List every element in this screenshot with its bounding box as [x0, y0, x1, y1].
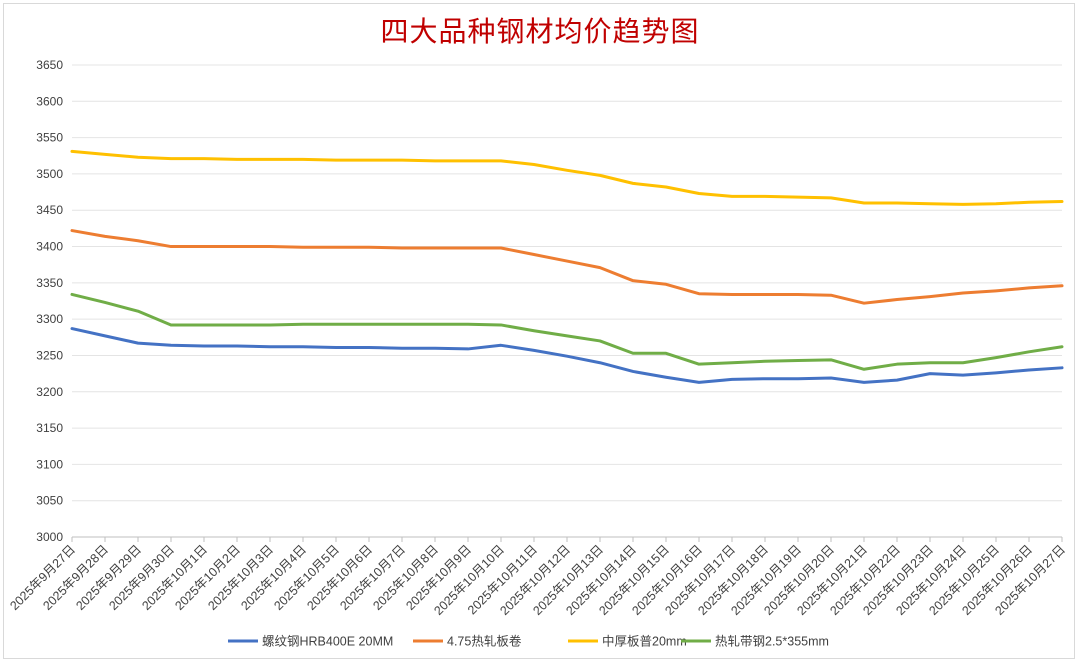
- y-tick-label: 3000: [36, 530, 63, 544]
- gridlines: [72, 64, 1062, 538]
- y-tick-label: 3600: [36, 94, 63, 108]
- legend-label: 螺纹钢HRB400E 20MM: [262, 635, 393, 649]
- legend-label: 中厚板普20mm: [602, 634, 687, 649]
- y-tick-label: 3150: [36, 421, 63, 435]
- y-tick-label: 3250: [36, 348, 63, 362]
- series-line-1: [70, 327, 1064, 384]
- series-lines: [70, 149, 1064, 384]
- y-tick-label: 3650: [36, 58, 63, 72]
- series-line-2: [70, 229, 1064, 305]
- y-tick-label: 3500: [36, 167, 63, 181]
- chart-title: 四大品种钢材均价趋势图: [380, 15, 700, 48]
- y-tick-label: 3100: [36, 457, 63, 471]
- y-axis-ticks: 3000 3050 3100 3150 3200 3250 3300 3350 3400 3450…: [36, 58, 63, 544]
- y-tick-label: 3300: [36, 312, 63, 326]
- y-tick-label: 3400: [36, 240, 63, 254]
- legend-label: 4.75热轧板卷: [447, 634, 522, 649]
- y-tick-label: 3450: [36, 203, 63, 217]
- legend: 螺纹钢HRB400E 20MM 4.75热轧板卷 中厚板普20mm 热轧带钢2.5*3…: [228, 634, 829, 649]
- y-tick-label: 3550: [36, 131, 63, 145]
- y-tick-label: 3350: [36, 276, 63, 290]
- series-line-4: [70, 292, 1064, 371]
- series-line-3: [70, 149, 1064, 206]
- y-tick-label: 3050: [36, 494, 63, 508]
- x-axis-ticks: 2025年9月27日2025年9月28日2025年9月29日2025年9月30日…: [7, 537, 1068, 618]
- y-tick-label: 3200: [36, 385, 63, 399]
- legend-label: 热轧带钢2.5*355mm: [715, 635, 829, 649]
